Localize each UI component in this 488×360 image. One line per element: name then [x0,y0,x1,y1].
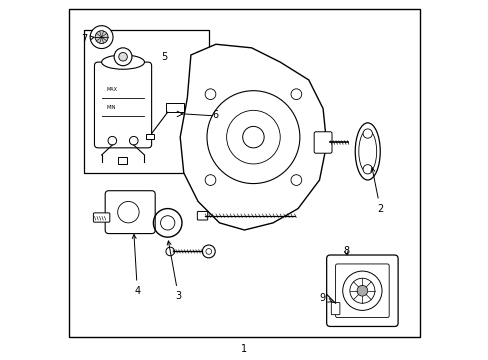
Text: 6: 6 [212,110,219,120]
Circle shape [165,247,174,256]
FancyBboxPatch shape [197,211,207,220]
Text: MAX: MAX [107,87,118,93]
Text: 4: 4 [132,235,140,296]
Text: 5: 5 [161,52,167,62]
FancyBboxPatch shape [93,213,110,222]
Circle shape [204,175,215,185]
Bar [83,30,208,173]
Circle shape [129,136,138,145]
Circle shape [290,89,301,100]
Circle shape [356,285,367,296]
Text: 9: 9 [319,293,331,303]
FancyBboxPatch shape [94,62,151,148]
FancyBboxPatch shape [105,191,155,234]
Circle shape [114,48,132,66]
FancyBboxPatch shape [313,132,331,153]
Text: 8: 8 [343,247,348,256]
Circle shape [363,165,372,174]
Text: 1: 1 [241,343,247,354]
Polygon shape [180,44,326,230]
Circle shape [90,26,113,49]
Text: MIN: MIN [107,105,116,111]
Text: 7: 7 [81,34,94,44]
Circle shape [119,53,127,61]
FancyBboxPatch shape [331,302,339,315]
Circle shape [363,129,372,138]
Bar [165,103,183,112]
Circle shape [108,136,116,145]
Ellipse shape [354,123,380,180]
Bar [118,157,126,164]
Circle shape [290,175,301,185]
Bar [146,134,154,139]
Ellipse shape [102,55,144,69]
Circle shape [242,126,264,148]
Text: 2: 2 [370,168,383,213]
Circle shape [95,31,108,44]
Circle shape [204,89,215,100]
Text: 3: 3 [167,241,181,301]
FancyBboxPatch shape [326,255,397,327]
